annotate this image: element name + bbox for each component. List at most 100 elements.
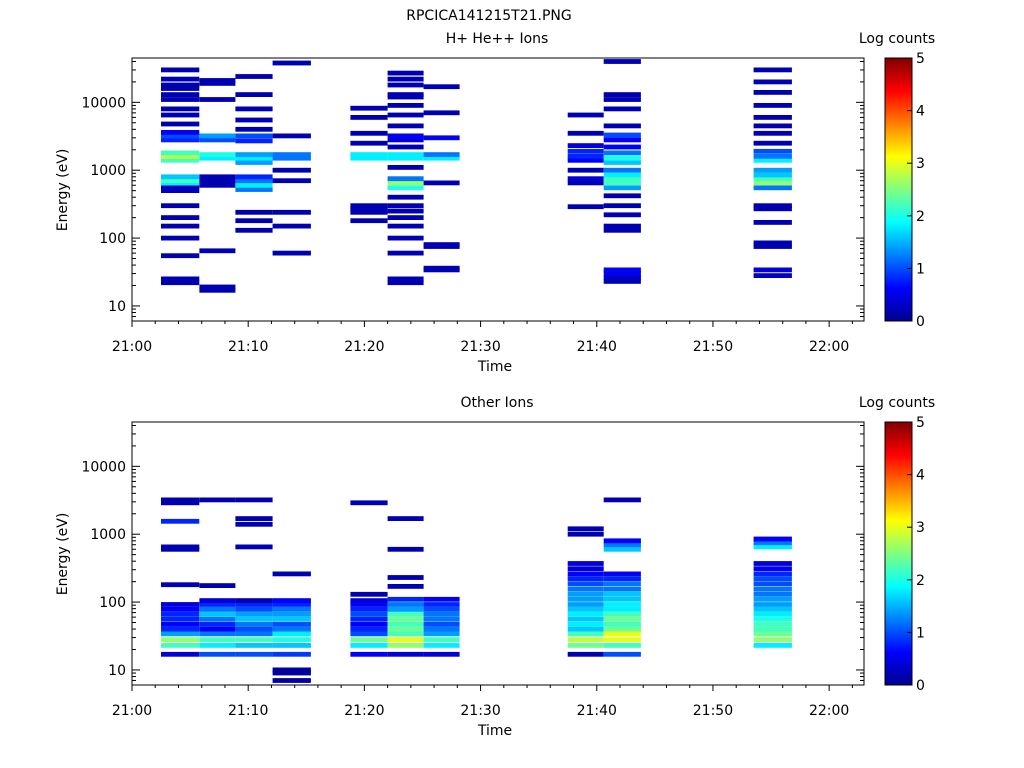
spectrogram-cell xyxy=(753,626,792,632)
spectrogram-cell xyxy=(753,123,792,129)
spectrogram-cell xyxy=(387,155,424,161)
spectrogram-cells xyxy=(161,59,792,293)
colorbar-tick-label: 0 xyxy=(916,678,925,694)
spectrogram-cell xyxy=(603,611,641,617)
spectrogram-cell xyxy=(199,598,236,603)
spectrogram-cell xyxy=(387,103,424,108)
x-tick-label: 21:10 xyxy=(228,339,268,355)
spectrogram-cell xyxy=(753,536,792,542)
spectrogram-cell xyxy=(161,602,200,607)
colorbar-tick-label: 2 xyxy=(916,209,925,225)
spectrogram-cell xyxy=(603,203,641,209)
spectrogram-cell xyxy=(235,631,273,637)
x-tick-label: 21:40 xyxy=(577,703,617,719)
spectrogram-cell xyxy=(753,631,792,637)
spectrogram-cell xyxy=(753,602,792,607)
spectrogram-cell xyxy=(753,576,792,582)
spectrogram-cell xyxy=(567,616,604,622)
spectrogram-cell xyxy=(753,203,792,209)
spectrogram-cell xyxy=(161,157,200,163)
spectrogram-cell xyxy=(235,516,273,521)
colorbar-gradient xyxy=(884,421,913,686)
spectrogram-cell xyxy=(387,626,424,632)
spectrogram-cell xyxy=(272,621,311,627)
colorbar-label: Log counts xyxy=(859,395,935,411)
spectrogram-cell xyxy=(423,631,460,637)
spectrogram-cell xyxy=(272,678,311,683)
colorbar-label: Log counts xyxy=(859,31,935,47)
spectrogram-cell xyxy=(567,526,604,532)
spectrogram-cell xyxy=(235,182,273,188)
spectrogram-cell xyxy=(161,626,200,632)
spectrogram-cell xyxy=(603,180,641,186)
spectrogram-cell xyxy=(753,586,792,592)
spectrogram-cell xyxy=(350,203,388,209)
y-tick-label: 10000 xyxy=(81,459,126,475)
spectrogram-cell xyxy=(161,497,200,503)
colorbar-tick-label: 4 xyxy=(916,104,925,120)
colorbar-tick-label: 5 xyxy=(916,415,925,431)
spectrogram-cell xyxy=(603,137,641,143)
spectrogram-cell xyxy=(272,598,311,603)
spectrogram-cell xyxy=(199,607,236,612)
spectrogram-cell xyxy=(567,626,604,632)
spectrogram-cell xyxy=(603,172,641,178)
spectrogram-cell xyxy=(423,265,460,271)
spectrogram-cell xyxy=(567,204,604,210)
spectrogram-cell xyxy=(235,138,273,144)
y-tick-label: 10000 xyxy=(81,95,126,111)
spectrogram-cell xyxy=(350,626,388,632)
spectrogram-cell xyxy=(567,571,604,577)
spectrogram-cell xyxy=(272,643,311,648)
colorbar-tick-label: 4 xyxy=(916,468,925,484)
spectrogram-cell xyxy=(350,631,388,637)
spectrogram-cell xyxy=(161,203,200,209)
spectrogram-cell xyxy=(753,596,792,602)
spectrogram-cell xyxy=(161,185,200,191)
spectrogram-cell xyxy=(423,84,460,90)
colorbar-gradient xyxy=(884,57,913,322)
spectrogram-cell xyxy=(199,133,236,139)
spectrogram-cell xyxy=(235,174,273,180)
spectrogram-cell xyxy=(161,92,200,97)
spectrogram-cell xyxy=(199,155,236,161)
spectrogram-cell xyxy=(603,643,641,648)
spectrogram-cell xyxy=(161,544,200,550)
spectrogram-cell xyxy=(161,582,200,588)
panel-title: Other Ions xyxy=(460,395,533,411)
spectrogram-cell xyxy=(387,250,424,256)
spectrogram-cell xyxy=(567,112,604,118)
spectrogram-cell xyxy=(272,611,311,617)
spectrogram-cell xyxy=(199,602,236,607)
spectrogram-cell xyxy=(387,112,424,118)
spectrogram-cell xyxy=(567,586,604,592)
spectrogram-cell xyxy=(753,172,792,178)
spectrogram-cell xyxy=(603,596,641,602)
spectrogram-cell xyxy=(753,180,792,186)
spectrogram-cell xyxy=(567,576,604,582)
colorbar-ticks: 0 1 2 3 4 5 xyxy=(907,51,925,330)
spectrogram-cell xyxy=(423,155,460,161)
spectrogram-cell xyxy=(235,133,273,139)
spectrogram-cell xyxy=(423,596,460,602)
spectrogram-cell xyxy=(387,607,424,612)
spectrogram-cell xyxy=(350,607,388,612)
spectrogram-cell xyxy=(161,130,200,135)
colorbar-tick-label: 3 xyxy=(916,520,925,536)
spectrogram-cell xyxy=(603,275,641,281)
spectrogram-cell xyxy=(272,223,311,229)
spectrogram-cell xyxy=(387,70,424,76)
y-tick-label: 100 xyxy=(99,595,126,611)
plot-frame xyxy=(131,421,865,686)
spectrogram-cell xyxy=(350,115,388,120)
spectrogram-cell xyxy=(603,591,641,597)
spectrogram-cell xyxy=(387,144,424,150)
spectrogram-cell xyxy=(603,193,641,199)
x-tick-label: 21:00 xyxy=(112,339,152,355)
spectrogram-cell xyxy=(387,280,424,286)
spectrogram-cell xyxy=(272,607,311,612)
spectrogram-cell xyxy=(753,206,792,212)
